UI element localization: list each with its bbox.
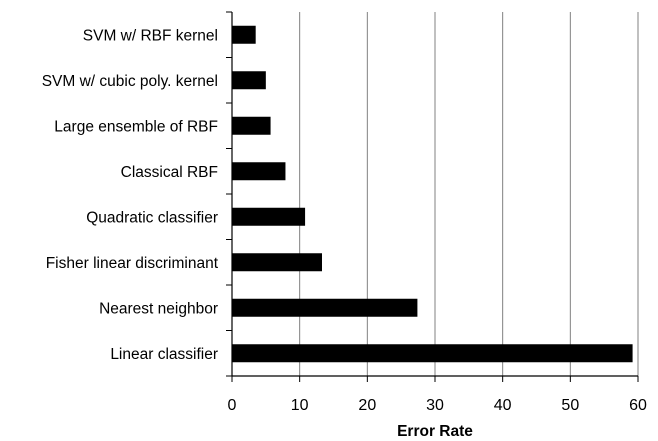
x-tick-labels: 0 10 20 30 40 50 60 — [228, 397, 647, 414]
x-tick-label-6: 60 — [629, 397, 647, 414]
bar-4 — [232, 207, 306, 226]
bar-2 — [232, 116, 271, 135]
x-tick-label-3: 30 — [426, 397, 444, 414]
category-label-4: Quadratic classifier — [86, 209, 218, 226]
x-tick-label-5: 50 — [561, 397, 579, 414]
bar-6 — [232, 298, 418, 317]
category-label-5: Fisher linear discriminant — [46, 255, 219, 272]
x-tick-label-2: 20 — [358, 397, 376, 414]
x-axis-title: Error Rate — [397, 423, 473, 440]
x-tick-label-4: 40 — [494, 397, 512, 414]
x-tick-label-1: 10 — [291, 397, 309, 414]
bars — [232, 25, 633, 363]
category-label-1: SVM w/ cubic poly. kernel — [42, 73, 218, 90]
category-label-0: SVM w/ RBF kernel — [83, 27, 218, 44]
category-labels: SVM w/ RBF kernel SVM w/ cubic poly. kern… — [42, 27, 219, 363]
bar-3 — [232, 162, 286, 181]
category-label-7: Linear classifier — [110, 346, 218, 363]
category-label-3: Classical RBF — [121, 164, 218, 181]
bar-0 — [232, 25, 256, 44]
gridlines — [299, 12, 639, 376]
bar-5 — [232, 253, 322, 272]
bar-1 — [232, 71, 266, 90]
bar-7 — [232, 344, 633, 363]
axes — [226, 11, 639, 382]
category-label-6: Nearest neighbor — [99, 300, 218, 317]
category-label-2: Large ensemble of RBF — [54, 118, 218, 135]
x-tick-label-0: 0 — [228, 397, 237, 414]
